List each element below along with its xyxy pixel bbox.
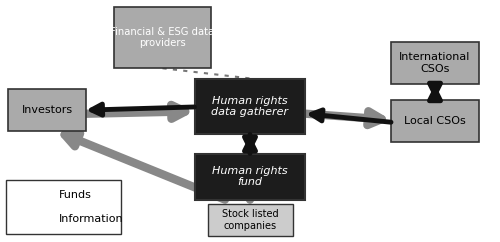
Text: Funds: Funds — [59, 190, 92, 200]
Text: Investors: Investors — [22, 105, 72, 115]
FancyBboxPatch shape — [195, 154, 305, 200]
FancyBboxPatch shape — [6, 180, 121, 234]
FancyBboxPatch shape — [195, 79, 305, 134]
Text: Human rights
fund: Human rights fund — [212, 166, 288, 188]
Text: Human rights
data gatherer: Human rights data gatherer — [212, 96, 288, 117]
FancyBboxPatch shape — [391, 100, 479, 142]
Text: Financial & ESG data
providers: Financial & ESG data providers — [110, 27, 214, 48]
FancyBboxPatch shape — [391, 42, 479, 84]
Text: Information: Information — [59, 213, 124, 224]
Text: Stock listed
companies: Stock listed companies — [222, 209, 278, 231]
FancyBboxPatch shape — [8, 89, 86, 131]
FancyBboxPatch shape — [208, 204, 292, 236]
Text: Local CSOs: Local CSOs — [404, 116, 466, 126]
Text: International
CSOs: International CSOs — [400, 52, 470, 74]
FancyBboxPatch shape — [114, 7, 211, 68]
